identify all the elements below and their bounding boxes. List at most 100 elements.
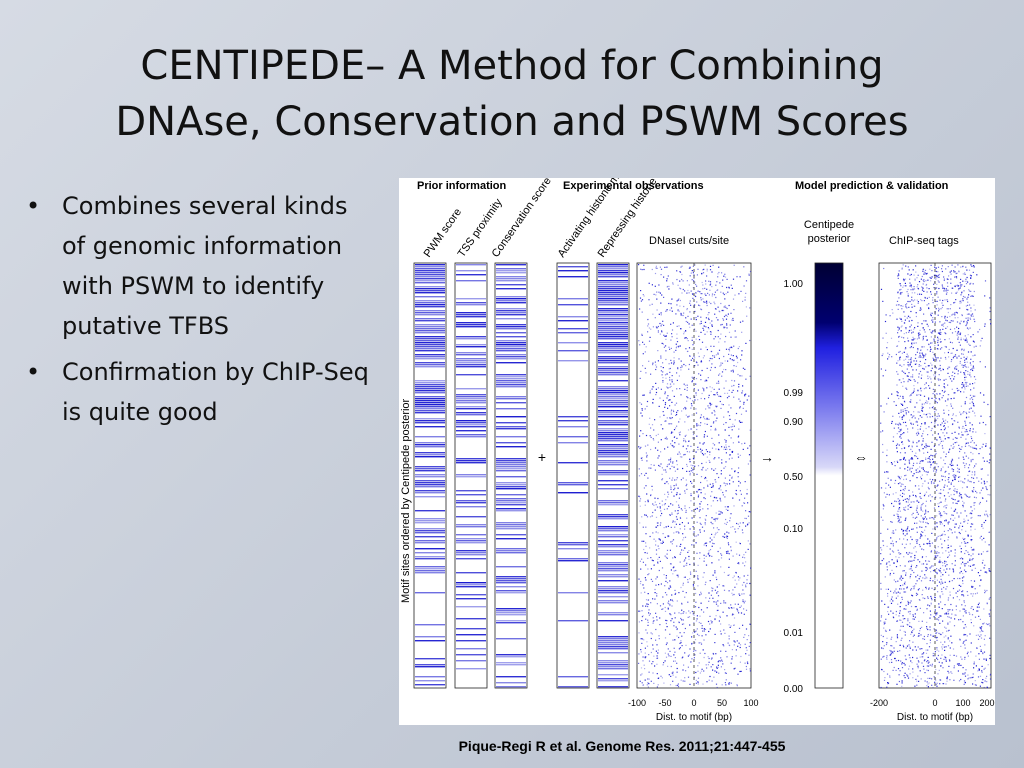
scatter-dot <box>746 649 748 651</box>
scatter-dot <box>929 350 931 352</box>
scatter-dot <box>725 314 727 316</box>
scatter-dot <box>897 329 899 331</box>
scatter-dot <box>700 593 702 595</box>
scatter-dot <box>948 616 950 618</box>
heatmap-stripe <box>598 380 628 382</box>
scatter-dot <box>965 550 967 552</box>
scatter-dot <box>671 333 673 335</box>
scatter-dot <box>938 505 940 508</box>
scatter-dot <box>707 620 710 623</box>
scatter-dot <box>909 469 911 471</box>
scatter-dot <box>687 581 689 583</box>
scatter-dot <box>660 463 662 465</box>
heatmap-stripe <box>598 526 628 528</box>
scatter-dot <box>664 482 666 485</box>
scatter-dot <box>718 388 720 390</box>
scatter-dot <box>952 443 954 445</box>
heatmap-stripe <box>496 408 526 410</box>
scatter-dot <box>745 517 747 520</box>
scatter-dot <box>728 286 730 288</box>
scatter-dot <box>947 597 950 599</box>
scatter-dot <box>651 559 653 561</box>
scatter-dot <box>726 397 729 399</box>
scatter-dot <box>718 374 720 376</box>
scatter-dot <box>915 678 917 680</box>
scatter-dot <box>708 554 710 556</box>
scatter-dot <box>713 355 716 357</box>
scatter-dot <box>673 395 675 397</box>
scatter-dot <box>955 592 957 594</box>
scatter-dot <box>945 268 947 270</box>
scatter-dot <box>660 510 662 512</box>
scatter-dot <box>680 551 682 554</box>
heatmap-stripe <box>456 398 486 400</box>
heatmap-stripe <box>598 346 628 348</box>
scatter-dot <box>911 446 913 448</box>
scatter-dot <box>921 346 923 348</box>
scatter-dot <box>657 433 659 435</box>
scatter-dot <box>656 603 658 605</box>
scatter-dot <box>716 686 718 689</box>
scatter-dot <box>935 684 937 686</box>
scatter-dot <box>964 376 966 379</box>
heatmap-stripe <box>496 310 526 312</box>
scatter-dot <box>904 672 906 674</box>
scatter-dot <box>905 332 907 334</box>
scatter-dot <box>952 414 954 416</box>
scatter-dot <box>735 572 737 574</box>
scatter-dot <box>949 621 951 623</box>
scatter-dot <box>952 470 954 472</box>
scatter-dot <box>886 545 888 547</box>
scatter-dot <box>675 523 677 525</box>
scatter-dot <box>655 382 657 384</box>
scatter-dot <box>661 342 663 344</box>
scatter-dot <box>972 553 974 555</box>
scatter-dot <box>978 653 980 655</box>
heatmap-stripe <box>415 418 445 420</box>
scatter-dot <box>709 483 711 485</box>
scatter-dot <box>739 542 741 544</box>
scatter-dot <box>700 523 702 525</box>
scatter-dot <box>921 405 923 407</box>
scatter-dot <box>952 571 955 573</box>
scatter-dot <box>665 643 667 646</box>
heatmap-stripe <box>415 522 445 524</box>
bullet-item: Combines several kinds of genomic inform… <box>22 186 372 346</box>
scatter-dot <box>904 488 906 490</box>
scatter-dot <box>666 386 668 388</box>
scatter-dot <box>724 298 726 300</box>
scatter-dot <box>671 440 673 442</box>
scatter-dot <box>942 287 944 289</box>
scatter-dot <box>676 628 678 631</box>
scatter-dot <box>942 644 944 646</box>
scatter-dot <box>712 483 714 485</box>
scatter-dot <box>968 343 970 345</box>
scatter-dot <box>703 301 705 303</box>
scatter-dot <box>741 529 743 531</box>
scatter-dot <box>913 547 915 549</box>
heatmap-stripe <box>496 276 526 278</box>
scatter-dot <box>951 287 953 289</box>
scatter-dot <box>711 491 713 493</box>
scatter-dot <box>891 521 893 523</box>
scatter-dot <box>710 521 712 523</box>
scatter-dot <box>639 297 642 299</box>
scatter-dot <box>715 601 717 603</box>
scatter-dot <box>962 582 964 585</box>
scatter-dot <box>725 422 727 424</box>
heatmap-stripe <box>598 666 628 668</box>
scatter-dot <box>646 684 648 686</box>
scatter-dot <box>925 510 927 512</box>
scatter-dot <box>719 547 721 549</box>
scatter-dot <box>666 481 668 483</box>
scatter-dot <box>684 627 686 630</box>
scatter-dot <box>745 393 747 395</box>
scatter-dot <box>692 540 694 542</box>
scatter-dot <box>897 483 900 485</box>
scatter-dot <box>944 500 946 502</box>
heatmap-stripe <box>598 680 628 682</box>
scatter-dot <box>899 612 901 614</box>
section-experimental-observations: Experimental observations <box>563 180 704 192</box>
scatter-dot <box>699 652 701 654</box>
heatmap-stripe <box>415 636 445 638</box>
